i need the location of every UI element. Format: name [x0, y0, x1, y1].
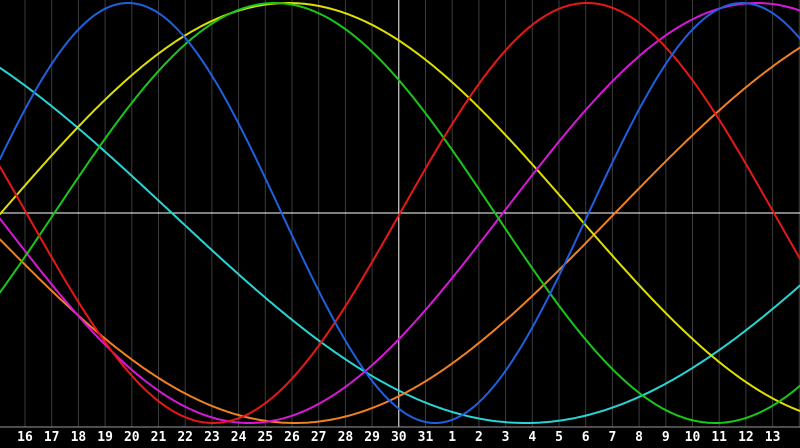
curve-cycle-38-day: [0, 2, 800, 424]
curve-cycle-33-day: [0, 2, 800, 424]
curve-cycle-53-day: [0, 66, 800, 424]
curve-cycle-48-day: [0, 46, 800, 424]
curve-cycle-28-day: [0, 2, 800, 424]
curve-cycle-43-day: [0, 2, 800, 412]
curve-cycle-23-day: [0, 2, 800, 424]
